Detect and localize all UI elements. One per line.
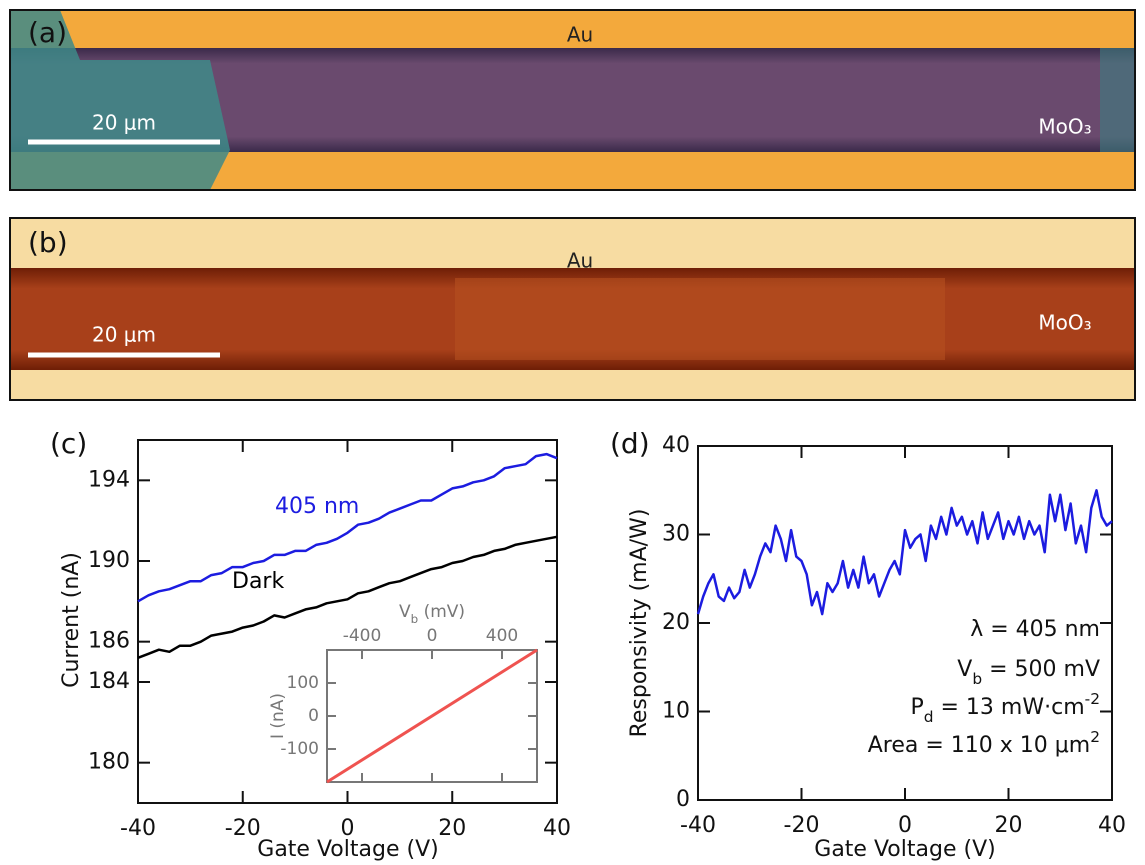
micrograph-b [9, 217, 1136, 401]
annotation: Vb = 500 mV [957, 657, 1100, 688]
material-label: Au [567, 249, 593, 273]
series-line [326, 648, 538, 784]
text-part: Area = 110 x 10 μm [868, 733, 1090, 758]
scale-bar-label: 20 μm [92, 111, 156, 135]
text-part: b [411, 612, 419, 626]
series-line [137, 452, 558, 603]
scale-bar-label: 20 μm [92, 323, 156, 347]
text-part: 2 [1090, 728, 1100, 746]
x-tick-label: 0 [427, 626, 438, 646]
y-tick-label: 180 [88, 750, 130, 775]
y-tick-label: 30 [662, 522, 690, 547]
text-part: -2 [1085, 690, 1100, 708]
annotation: 405 nm [275, 494, 359, 519]
text-part: λ = 405 nm [970, 617, 1100, 642]
y-tick-label: 186 [88, 629, 130, 654]
x-tick-label: -400 [343, 626, 382, 646]
y-tick-label: 194 [88, 467, 130, 492]
panel-label: (a) [28, 16, 67, 49]
x-tick-label: 0 [898, 813, 912, 838]
text-part: d [924, 708, 934, 726]
text-part: Dark [232, 569, 284, 594]
y-tick-label: 10 [662, 699, 690, 724]
y-tick-label: 20 [662, 610, 690, 635]
x-tick-label: -20 [225, 816, 261, 841]
micrograph-a [9, 9, 1136, 191]
y-axis-label: I (nA) [268, 693, 288, 739]
x-tick-label: -40 [680, 813, 716, 838]
x-axis-label: Gate Voltage (V) [257, 837, 438, 862]
x-tick-label: 20 [995, 813, 1023, 838]
y-tick-label: 0 [676, 787, 690, 812]
y-tick-label: 40 [662, 433, 690, 458]
y-tick-label: 0 [308, 706, 319, 726]
text-part: = 500 mV [982, 657, 1100, 682]
series-line [696, 489, 1113, 616]
panel-label: (d) [610, 427, 650, 460]
annotation: Pd = 13 mW·cm-2 [910, 690, 1100, 726]
x-tick-label: 20 [438, 816, 466, 841]
y-axis-label: Current (nA) [59, 552, 84, 688]
x-tick-label: -20 [784, 813, 820, 838]
annotation: Area = 110 x 10 μm2 [868, 728, 1100, 759]
text-part: b [972, 670, 982, 688]
x-tick-label: -40 [120, 816, 156, 841]
x-tick-label: 0 [341, 816, 355, 841]
x-axis-label: Vb (mV) [399, 602, 465, 626]
x-tick-label: 40 [543, 816, 571, 841]
text-part: = 13 mW·cm [934, 695, 1085, 720]
material-label: Au [567, 23, 593, 47]
material-label: MoO₃ [1038, 115, 1091, 139]
annotation: λ = 405 nm [970, 617, 1100, 642]
text-part: V [399, 602, 411, 622]
x-tick-label: 400 [486, 626, 518, 646]
panel-label: (b) [28, 226, 68, 259]
y-axis-label: Responsivity (mA/W) [627, 509, 652, 738]
text-part: P [910, 695, 923, 720]
y-tick-label: 184 [88, 669, 130, 694]
text-part: 405 nm [275, 494, 359, 519]
y-tick-label: -100 [280, 739, 319, 759]
x-tick-label: 40 [1098, 813, 1126, 838]
text-part: V [957, 657, 972, 682]
y-tick-label: 190 [88, 548, 130, 573]
text-part: (mV) [418, 602, 465, 622]
annotation: Dark [232, 569, 284, 594]
x-axis-label: Gate Voltage (V) [814, 837, 995, 862]
series-line [137, 535, 558, 659]
material-label: MoO₃ [1038, 311, 1091, 335]
y-tick-label: 100 [287, 673, 319, 693]
panel-label: (c) [50, 427, 87, 460]
